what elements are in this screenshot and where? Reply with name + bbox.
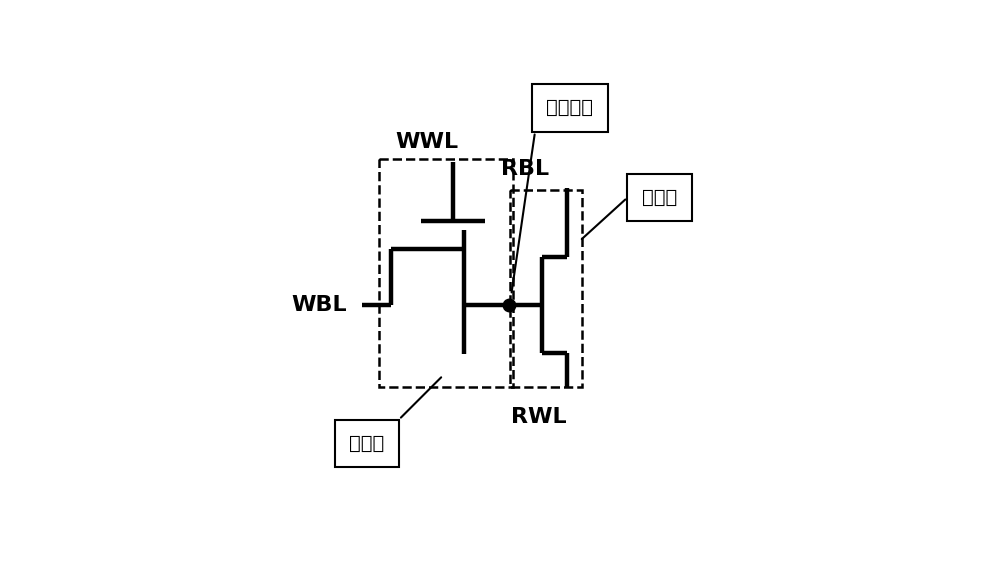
Text: RWL: RWL bbox=[511, 406, 566, 427]
Text: 存储节点: 存储节点 bbox=[546, 99, 593, 117]
Text: WBL: WBL bbox=[291, 295, 347, 315]
Bar bbox=[627, 174, 692, 221]
Bar bbox=[532, 84, 608, 132]
Text: WWL: WWL bbox=[396, 132, 459, 152]
Text: 读取管: 读取管 bbox=[642, 188, 677, 207]
Text: 写入管: 写入管 bbox=[349, 434, 384, 453]
Bar bbox=[335, 419, 399, 467]
Text: RBL: RBL bbox=[501, 159, 550, 180]
